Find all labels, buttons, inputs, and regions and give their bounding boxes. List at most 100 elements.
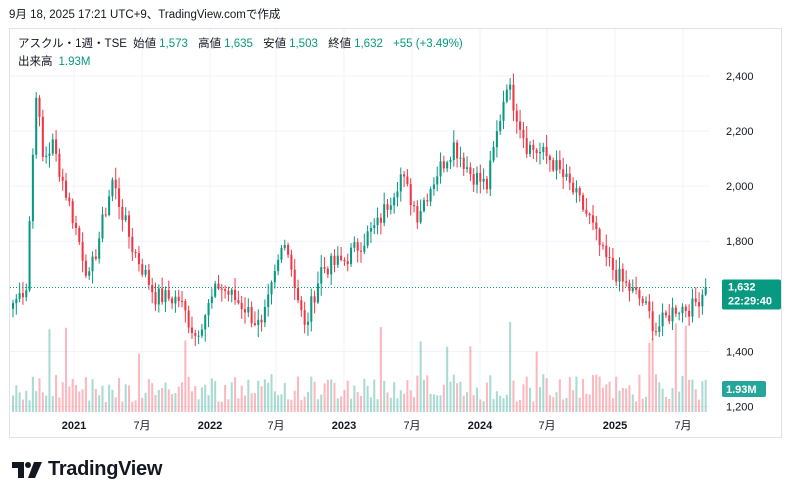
volume-bar: [452, 374, 455, 412]
volume-bar: [124, 384, 127, 412]
volume-bar: [230, 382, 233, 412]
volume-bar: [565, 397, 568, 412]
volume-bar: [234, 377, 237, 412]
candle-body: [177, 296, 180, 301]
volume-bar: [177, 386, 180, 412]
candle-body: [525, 138, 528, 154]
y-tick-label: 2,000: [726, 181, 754, 193]
candle-body: [449, 159, 452, 163]
volume-bar: [598, 376, 601, 412]
volume-bar: [545, 378, 548, 412]
volume-bar: [393, 382, 396, 412]
candle-body: [124, 215, 127, 221]
candle-body: [366, 231, 369, 246]
candle-body: [21, 293, 24, 298]
volume-bar: [88, 400, 91, 412]
candle-body: [383, 204, 386, 223]
candle-body: [230, 289, 233, 295]
candle-body: [320, 267, 323, 284]
volume-bar: [535, 351, 538, 412]
candle-body: [154, 292, 157, 305]
volume-bar: [542, 374, 545, 412]
candle-body: [220, 288, 223, 290]
candle-body: [134, 251, 137, 253]
volume-bar: [270, 374, 273, 412]
candles: [11, 73, 707, 346]
volume-bar: [582, 379, 585, 412]
candle-body: [194, 333, 197, 336]
candle-body: [688, 310, 691, 317]
volume-bar: [121, 401, 124, 412]
candle-body: [552, 160, 555, 171]
tradingview-logo-icon[interactable]: [12, 461, 42, 478]
price-chart[interactable]: 2,400 2,200 2,000 1,800 1,400 1,200 2021 7月 2022…: [10, 29, 781, 437]
volume-bar: [204, 384, 207, 412]
candle-body: [535, 149, 538, 154]
volume-bar: [572, 390, 575, 412]
volume-bar: [704, 379, 707, 412]
candle-body: [243, 309, 247, 313]
candle-body: [591, 215, 595, 223]
candle-body: [210, 296, 213, 304]
volume-bar: [578, 397, 581, 412]
volume-bar: [114, 397, 117, 412]
symbol-title[interactable]: アスクル・1週・TSE: [18, 38, 127, 50]
volume-bar: [472, 395, 475, 412]
volume-bar: [413, 397, 416, 412]
candle-body: [562, 169, 565, 178]
candle-body: [78, 227, 81, 243]
candle-body: [601, 245, 604, 247]
candle-body: [167, 290, 170, 299]
volume-bar: [383, 380, 386, 412]
y-tick-label: 2,400: [726, 71, 754, 83]
volume-bar: [48, 329, 51, 412]
candle-body: [396, 191, 399, 198]
candle-body: [658, 326, 661, 332]
volume-bar: [174, 393, 177, 412]
volume-bar: [336, 398, 339, 412]
candle-body: [127, 215, 131, 237]
brand-name[interactable]: TradingView: [48, 458, 163, 480]
candle-body: [668, 315, 671, 322]
candle-body: [625, 281, 628, 283]
volume-bar: [15, 385, 18, 412]
candle-body: [492, 147, 495, 161]
volume-bar: [287, 399, 290, 412]
volume-bar: [98, 395, 101, 412]
candle-body: [81, 242, 84, 261]
axes: 2,400 2,200 2,000 1,800 1,400 1,200 2021 7月 2022…: [62, 71, 754, 432]
volume-bar: [127, 385, 131, 412]
y-tick-label: 1,200: [726, 401, 754, 413]
candle-body: [588, 213, 591, 216]
candle-body: [48, 153, 51, 156]
candle-body: [485, 178, 488, 190]
volume-bar: [118, 378, 121, 412]
chart-frame[interactable]: 2,400 2,200 2,000 1,800 1,400 1,200 2021 7月 2022…: [9, 28, 782, 438]
candle-body: [250, 307, 253, 324]
volume-bar: [164, 382, 167, 412]
candle-body: [253, 323, 256, 325]
volume-bar: [303, 396, 306, 412]
candle-body: [41, 116, 44, 157]
volume-bar: [237, 398, 240, 412]
candle-body: [611, 257, 614, 270]
candle-body: [678, 313, 681, 315]
candle-body: [413, 205, 416, 207]
volume-bar: [134, 400, 137, 412]
candle-body: [661, 312, 664, 327]
candle-body: [161, 288, 164, 303]
candle-body: [118, 188, 121, 207]
volume-bar: [101, 385, 104, 412]
volume-bar: [343, 389, 346, 412]
candle-body: [227, 290, 230, 295]
candle-body: [108, 196, 111, 215]
candle-body: [459, 157, 462, 159]
x-tick-label: 2021: [62, 420, 86, 432]
candle-body: [379, 217, 382, 223]
volume-legend: 出来高 1.93M: [18, 53, 90, 69]
volume-bar: [333, 383, 336, 412]
candle-body: [558, 160, 561, 170]
volume-value: 1.93M: [58, 56, 91, 68]
candle-body: [641, 298, 644, 303]
candle-body: [363, 245, 366, 252]
